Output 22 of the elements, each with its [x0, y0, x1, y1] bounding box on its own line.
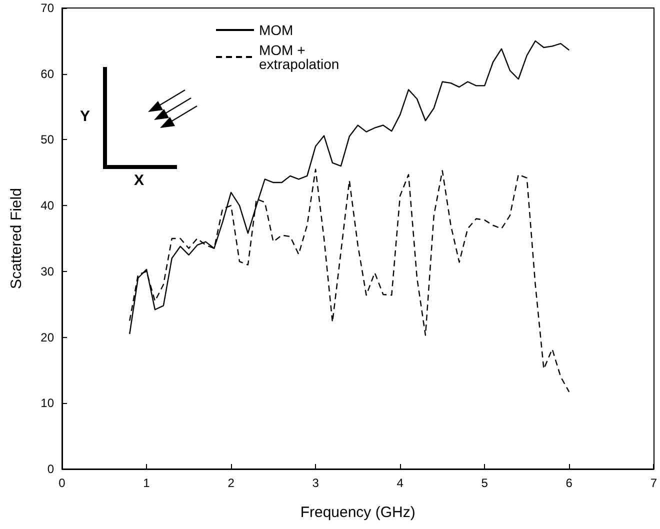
legend-label: MOM + extrapolation [259, 42, 340, 72]
y-tick-label: 20 [40, 330, 54, 344]
y-tick-label: 10 [40, 396, 54, 410]
y-tick-label: 0 [47, 462, 54, 476]
x-axis-title: Frequency (GHz) [300, 504, 416, 521]
x-tick-label: 7 [650, 476, 658, 490]
y-tick-label: 50 [40, 132, 54, 147]
y-tick-label: 30 [40, 264, 54, 278]
y-tick-label: 70 [40, 1, 54, 15]
y-axis-title: Scattered Field [8, 188, 25, 289]
x-tick-label: 5 [481, 476, 488, 490]
x-tick-label: 0 [58, 476, 66, 490]
x-tick-label: 2 [228, 476, 235, 490]
annotation: Y [80, 108, 90, 125]
annotation: X [134, 172, 144, 189]
y-tick-label: 60 [40, 66, 54, 81]
x-tick-label: 6 [566, 476, 573, 490]
x-tick-label: 1 [143, 476, 150, 490]
y-tick-label: 40 [40, 198, 54, 213]
x-tick-label: 3 [312, 476, 320, 490]
legend-label: MOM [259, 22, 294, 38]
x-tick-label: 4 [396, 476, 404, 490]
